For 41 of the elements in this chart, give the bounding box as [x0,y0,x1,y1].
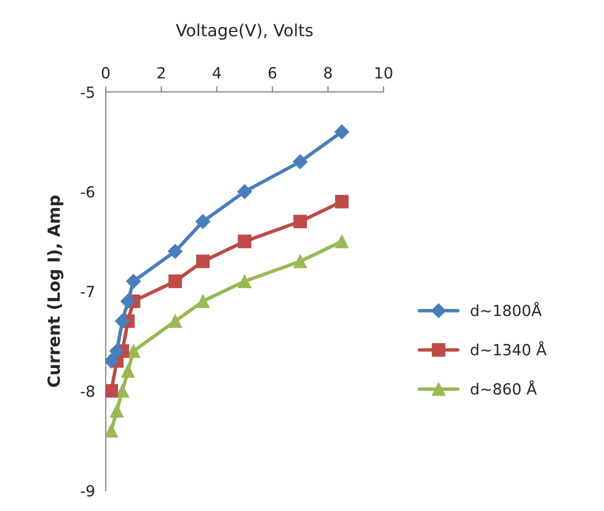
x-axis-title: Voltage(V), Volts [176,24,313,40]
point [196,294,210,308]
point [168,314,182,328]
y-tick-label: -7 [80,286,94,298]
y-axis-title: Current (Log I), Amp [47,195,64,387]
point [237,184,252,200]
point [126,274,141,289]
point [106,384,118,398]
legend-label: d~1340 Å [470,341,546,356]
legend-label: d~860 Å [470,380,537,395]
point [109,344,124,358]
point [120,294,136,309]
point [293,214,307,228]
x-tick-label: 4 [212,67,221,78]
point [116,384,130,398]
legend-label: d~1800Å [470,302,542,316]
point [114,314,130,329]
point [292,154,308,170]
point [238,234,252,248]
point [168,274,182,288]
x-tick-label: 6 [268,67,276,79]
y-tick-label: -5 [80,86,94,98]
x-tick-label: 0 [102,67,110,79]
y-tick-label: -8 [80,385,94,397]
x-tick-label: 2 [158,67,165,78]
point [196,214,210,229]
point [335,234,349,248]
point [196,254,210,268]
x-tick-label: 8 [324,67,332,79]
point [168,244,183,259]
y-tick-label: -6 [80,186,94,198]
point [335,194,349,208]
point [334,124,350,140]
point [106,424,118,438]
x-tick-label: 10 [376,67,392,79]
point [126,344,140,358]
point [110,404,124,418]
y-tick-label: -9 [80,485,94,497]
point [121,364,135,378]
point [238,274,252,288]
point [293,254,307,268]
